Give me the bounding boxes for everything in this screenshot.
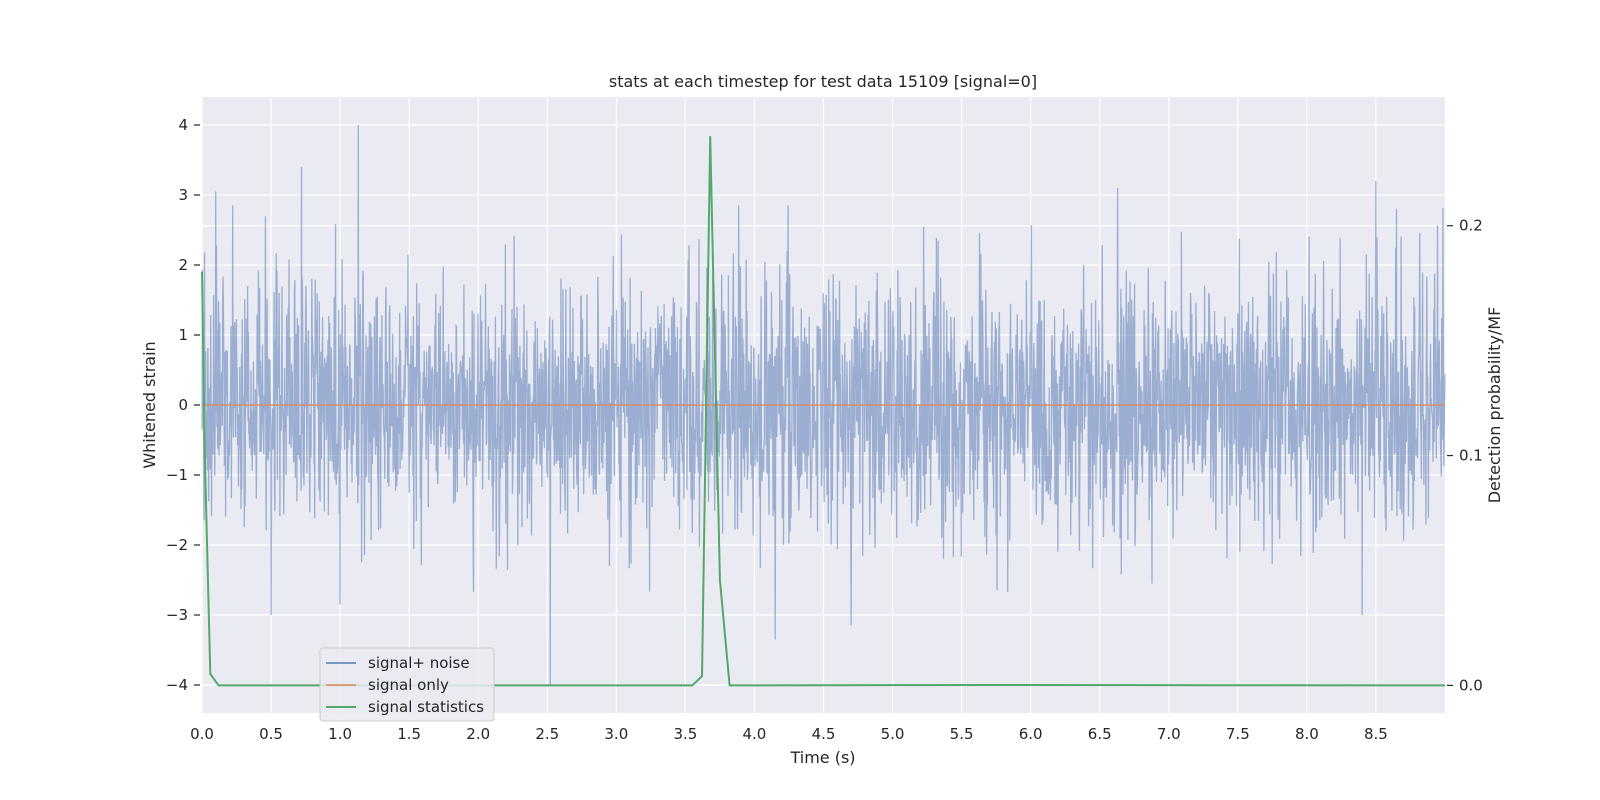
y-tick-label: 1: [178, 326, 188, 344]
legend-label: signal statistics: [368, 698, 484, 716]
x-tick-label: 8.5: [1364, 725, 1388, 743]
x-tick-label: 4.5: [812, 725, 836, 743]
y2-tick-label: 0.1: [1459, 447, 1483, 465]
x-tick-label: 5.5: [950, 725, 974, 743]
x-tick-label: 6.0: [1019, 725, 1043, 743]
x-tick-label: 3.0: [604, 725, 628, 743]
x-tick-label: 1.0: [328, 725, 352, 743]
x-tick-label: 2.0: [466, 725, 490, 743]
legend-label: signal only: [368, 676, 449, 694]
y-tick-label: 0: [178, 396, 188, 414]
y-tick-label: 3: [178, 186, 188, 204]
y2-tick-label: 0.0: [1459, 676, 1483, 694]
y-tick-label: −4: [166, 676, 188, 694]
y-tick-label: 2: [178, 256, 188, 274]
chart-title: stats at each timestep for test data 151…: [609, 72, 1037, 91]
x-tick-label: 0.5: [259, 725, 283, 743]
y-tick-label: −2: [166, 536, 188, 554]
y2-tick-label: 0.2: [1459, 217, 1483, 235]
x-axis-title: Time (s): [789, 748, 855, 767]
legend: signal+ noise signal only signal statistic…: [319, 647, 495, 722]
y-tick-label: −3: [166, 606, 188, 624]
y-tick-label: −1: [166, 466, 188, 484]
x-tick-label: 8.0: [1295, 725, 1319, 743]
x-tick-label: 7.5: [1226, 725, 1250, 743]
series-signal-statistics: [201, 136, 1446, 687]
x-tick-label: 3.5: [673, 725, 697, 743]
y2-axis-title: Detection probability/MF: [1485, 307, 1504, 504]
y-tick-label: 4: [178, 116, 188, 134]
x-tick-label: 0.0: [190, 725, 214, 743]
x-tick-label: 5.0: [881, 725, 905, 743]
x-tick-label: 4.0: [743, 725, 767, 743]
series-signal-noise: [201, 124, 1446, 686]
x-tick-label: 7.0: [1157, 725, 1181, 743]
x-tick-label: 1.5: [397, 725, 421, 743]
y-axis-title: Whitened strain: [140, 341, 159, 468]
x-tick-label: 6.5: [1088, 725, 1112, 743]
legend-box: [319, 647, 495, 722]
x-tick-label: 2.5: [535, 725, 559, 743]
legend-label: signal+ noise: [368, 654, 470, 672]
